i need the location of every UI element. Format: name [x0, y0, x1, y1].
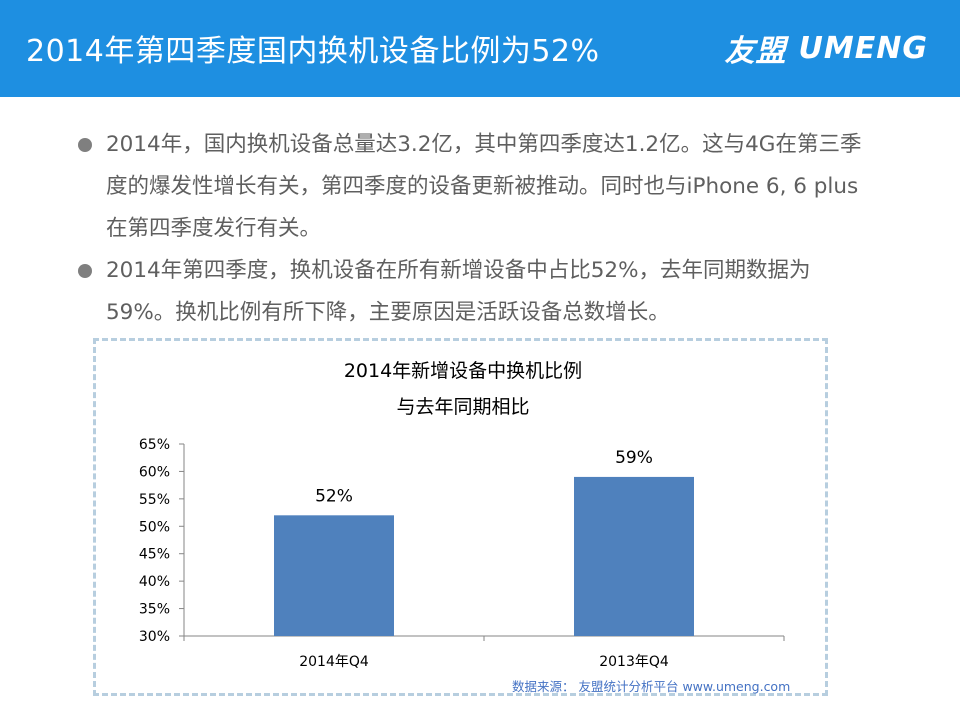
logo-text-cn: 友盟	[724, 34, 787, 69]
data-source-note: 数据来源： 友盟统计分析平台 www.umeng.com	[512, 679, 791, 694]
y-tick-label: 35%	[139, 602, 170, 618]
bullet-list: 2014年，国内换机设备总量达3.2亿，其中第四季度达1.2亿。这与4G在第三季…	[78, 124, 868, 334]
bar-value-label: 52%	[315, 486, 353, 506]
y-tick-label: 40%	[139, 574, 170, 590]
bar-chart: 2014年新增设备中换机比例 与去年同期相比 30% 35% 40% 45% 50% 55…	[139, 360, 785, 670]
bullet-dot-icon	[78, 138, 92, 152]
umeng-logo: 友盟 UMENG	[725, 26, 928, 70]
x-category-label: 2014年Q4	[299, 654, 369, 670]
y-tick-label: 45%	[139, 547, 170, 563]
y-tick-label: 55%	[139, 492, 170, 508]
bullet-text: 2014年，国内换机设备总量达3.2亿，其中第四季度达1.2亿。这与4G在第三季…	[106, 132, 862, 241]
bullet-text: 2014年第四季度，换机设备在所有新增设备中占比52%，去年同期数据为59%。换…	[106, 258, 811, 325]
bullet-item: 2014年第四季度，换机设备在所有新增设备中占比52%，去年同期数据为59%。换…	[78, 250, 868, 334]
page-title: 2014年第四季度国内换机设备比例为52%	[26, 34, 600, 69]
bullet-item: 2014年，国内换机设备总量达3.2亿，其中第四季度达1.2亿。这与4G在第三季…	[78, 124, 868, 250]
logo-text-en: UMENG	[798, 30, 928, 66]
chart-title: 2014年新增设备中换机比例	[344, 360, 582, 382]
x-category-label: 2013年Q4	[599, 654, 669, 670]
chart-frame: 2014年新增设备中换机比例 与去年同期相比 30% 35% 40% 45% 50% 55…	[93, 338, 828, 696]
title-bar: 2014年第四季度国内换机设备比例为52% 友盟 UMENG	[0, 0, 960, 97]
chart-subtitle: 与去年同期相比	[396, 396, 529, 418]
y-tick-label: 65%	[139, 437, 170, 453]
bar	[274, 515, 394, 636]
bar-value-label: 59%	[615, 448, 653, 468]
y-tick-label: 50%	[139, 519, 170, 535]
bar	[574, 476, 694, 636]
bullet-dot-icon	[78, 264, 92, 278]
y-tick-label: 30%	[139, 629, 170, 645]
y-tick-label: 60%	[139, 464, 170, 480]
